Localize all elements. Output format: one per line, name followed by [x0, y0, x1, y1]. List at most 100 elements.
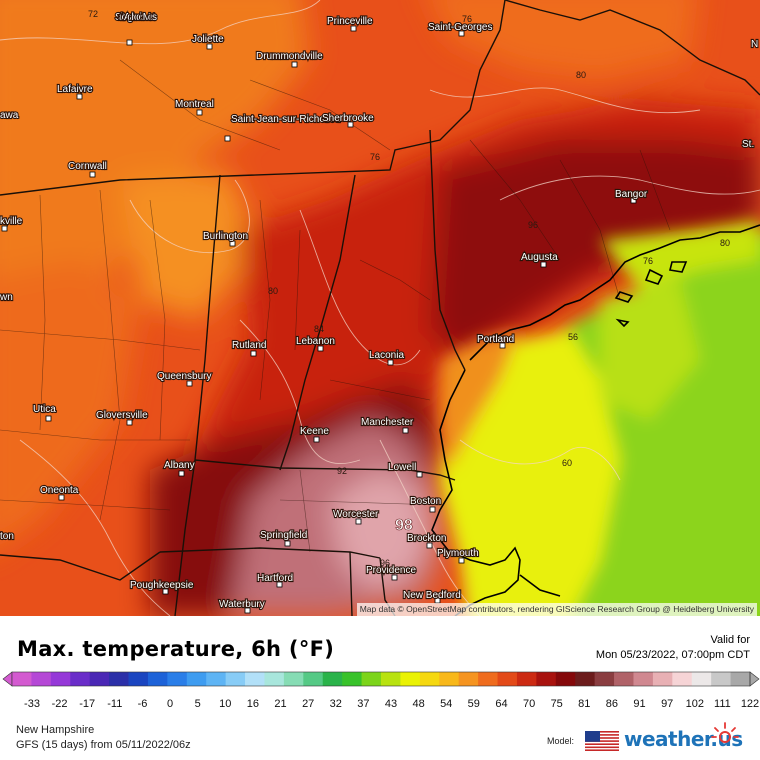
- scale-tick-label: 54: [440, 698, 452, 708]
- scale-swatch: [225, 672, 246, 686]
- city-sainte-agathe[interactable]: Sainte-Agathe-des-Monts: [114, 11, 158, 46]
- scale-tick-label: 0: [167, 698, 173, 708]
- scale-swatch: [672, 672, 693, 686]
- scale-swatch: [652, 672, 673, 686]
- city-partial-nb[interactable]: N: [750, 38, 759, 51]
- city-springfield[interactable]: Springfield: [259, 529, 308, 547]
- scale-swatch: [730, 672, 751, 686]
- svg-text:80: 80: [720, 238, 730, 248]
- city-brockton[interactable]: Brockton: [406, 532, 448, 549]
- svg-text:84: 84: [314, 324, 324, 334]
- legend-panel: [0, 616, 760, 760]
- scale-swatch: [322, 672, 343, 686]
- svg-text:Oneonta: Oneonta: [40, 485, 79, 496]
- svg-text:96: 96: [528, 220, 538, 230]
- svg-text:Manchester: Manchester: [361, 417, 414, 428]
- city-lafaivre[interactable]: Lafaivre: [56, 83, 94, 100]
- field-orange-w: [0, 260, 140, 547]
- city-providence[interactable]: Providence: [365, 564, 418, 581]
- scale-swatch: [381, 672, 401, 686]
- city-waterbury[interactable]: Waterbury: [218, 598, 266, 614]
- svg-text:Augusta: Augusta: [521, 252, 558, 263]
- city-augusta[interactable]: Augusta: [520, 251, 559, 268]
- scale-tick-label: 75: [551, 698, 563, 708]
- city-lowell[interactable]: Lowell: [387, 461, 423, 478]
- city-saint-jean[interactable]: Saint-Jean-sur-Richelieu: [224, 113, 342, 142]
- city-plymouth[interactable]: Plymouth: [436, 547, 480, 564]
- city-laconia[interactable]: Laconia: [368, 349, 406, 366]
- city-bangor[interactable]: Bangor: [614, 188, 649, 204]
- city-montreal[interactable]: Montreal: [174, 98, 215, 116]
- valid-datetime: Mon 05/23/2022, 07:00pm CDT: [595, 649, 750, 661]
- svg-text:Princeville: Princeville: [327, 16, 373, 27]
- scale-swatch: [245, 672, 265, 686]
- svg-text:wn: wn: [0, 292, 13, 303]
- svg-text:Lebanon: Lebanon: [296, 336, 335, 347]
- brand-logo[interactable]: weather.us: [624, 727, 743, 751]
- city-manchester[interactable]: Manchester: [360, 416, 415, 434]
- scale-swatch: [342, 672, 362, 686]
- scale-swatch: [439, 672, 460, 686]
- svg-text:Lafaivre: Lafaivre: [57, 84, 93, 95]
- city-keene[interactable]: Keene: [299, 425, 330, 443]
- city-partial-ottawa[interactable]: awa: [0, 109, 20, 122]
- city-boston[interactable]: Boston: [409, 495, 442, 513]
- color-scale-ticks: -33 -22 -17 -11 -6 0 5 10 16 21 27 32 37 43 48 54 59 64 70…: [24, 698, 759, 708]
- scale-swatch: [186, 672, 207, 686]
- city-princeville[interactable]: Princeville: [326, 15, 374, 32]
- city-partial-watertown[interactable]: wn: [0, 291, 14, 304]
- field-ocean-lime: [600, 280, 700, 420]
- city-partial-binghamton[interactable]: ton: [0, 530, 15, 543]
- svg-text:Cornwall: Cornwall: [68, 161, 107, 172]
- city-poughkeepsie[interactable]: Poughkeepsie: [129, 579, 195, 595]
- scale-swatch: [400, 672, 421, 686]
- field-darkred-core: [430, 140, 760, 360]
- isoline-labels: 72 76 80 76 80 84 92 96 96 56 60 76 80: [88, 9, 730, 568]
- map-attribution[interactable]: Map data © OpenStreetMap contributors, r…: [356, 603, 757, 616]
- svg-text:Plymouth: Plymouth: [437, 548, 479, 559]
- scale-tick-label: 97: [661, 698, 673, 708]
- city-cornwall[interactable]: Cornwall: [67, 160, 108, 178]
- scale-arrow-left: [2, 671, 13, 687]
- city-gloversville[interactable]: Gloversville: [95, 409, 149, 426]
- svg-text:Portland: Portland: [477, 334, 514, 345]
- city-albany[interactable]: Albany: [163, 459, 196, 477]
- scale-tick-label: 43: [385, 698, 397, 708]
- city-partial-brockville[interactable]: kville: [0, 215, 24, 232]
- political-borders: [0, 0, 760, 616]
- scale-swatch: [478, 672, 498, 686]
- svg-text:St.: St.: [742, 139, 754, 150]
- scale-swatch: [31, 672, 52, 686]
- scale-swatch: [128, 672, 149, 686]
- city-markers: Sainte-Agathe-des-Monts Joliette Drummon…: [0, 11, 759, 614]
- scale-swatch: [167, 672, 188, 686]
- valid-label: Valid for: [710, 634, 750, 646]
- field-orange-nw: [0, 0, 310, 333]
- city-oneonta[interactable]: Oneonta: [39, 484, 80, 501]
- city-portland[interactable]: Portland: [476, 333, 515, 349]
- city-queensbury[interactable]: Queensbury: [156, 370, 213, 387]
- city-lebanon[interactable]: Lebanon: [295, 335, 336, 352]
- scale-tick-label: 70: [523, 698, 535, 708]
- city-joliette[interactable]: Joliette: [191, 33, 225, 50]
- scale-swatch: [147, 672, 168, 686]
- city-rutland[interactable]: Rutland: [231, 339, 268, 357]
- field-coast-orange: [440, 330, 520, 470]
- city-worcester[interactable]: Worcester: [332, 508, 380, 525]
- city-saint-georges[interactable]: Saint-Georges: [427, 21, 494, 37]
- svg-text:Sainte-Agathe-des-Monts: Sainte-Agathe-des-Monts: [115, 12, 157, 23]
- scale-tick-label: -6: [138, 698, 148, 708]
- scale-swatch: [50, 672, 71, 686]
- field-pale-core: [330, 470, 430, 590]
- svg-text:Laconia: Laconia: [369, 350, 404, 361]
- city-utica[interactable]: Utica: [32, 403, 57, 422]
- city-burlington[interactable]: Burlington: [202, 230, 249, 247]
- scale-swatch: [633, 672, 654, 686]
- svg-text:Waterbury: Waterbury: [219, 599, 265, 610]
- scale-swatch: [264, 672, 285, 686]
- city-sherbrooke[interactable]: Sherbrooke: [321, 112, 375, 128]
- svg-text:96: 96: [380, 558, 390, 568]
- city-drummondville[interactable]: Drummondville: [255, 50, 324, 68]
- city-partial-saint-john[interactable]: St.: [741, 138, 755, 151]
- city-hartford[interactable]: Hartford: [256, 572, 294, 588]
